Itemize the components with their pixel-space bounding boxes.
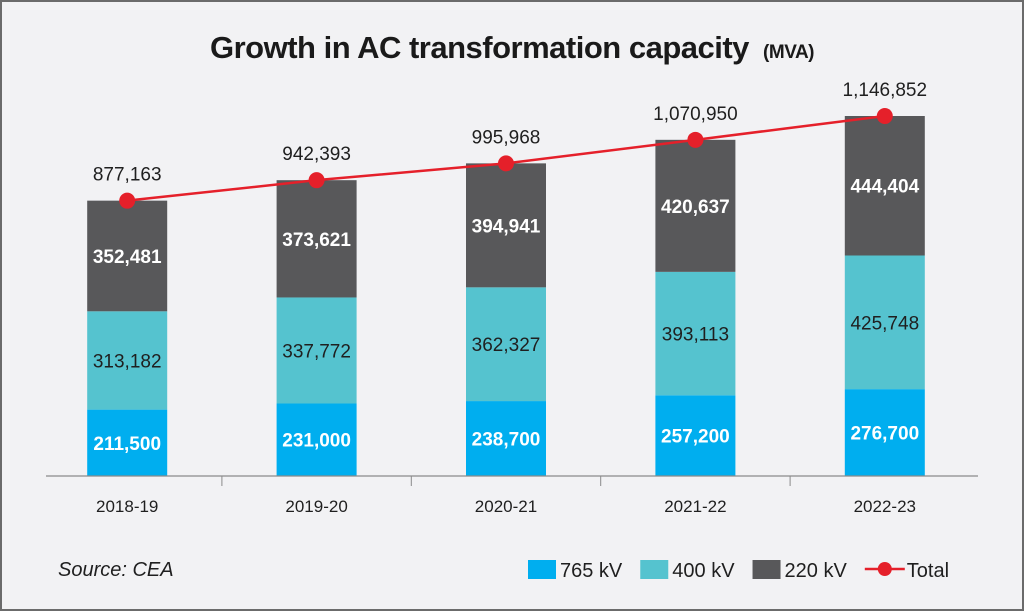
- bar-segment-765kv: [655, 395, 736, 476]
- total-value-label: 942,393: [282, 144, 351, 165]
- x-tick-label: 2022-23: [854, 497, 916, 516]
- source-note: Source: CEA: [58, 559, 174, 581]
- bar-stack-2020-21: [466, 163, 546, 476]
- segment-value-label: 394,941: [472, 216, 541, 237]
- x-tick-label: 2021-22: [664, 497, 726, 516]
- bars-layer: [87, 116, 925, 476]
- legend-label: 400 kV: [672, 560, 735, 582]
- bar-segment-765kv: [466, 401, 546, 476]
- bar-segment-220kv: [655, 139, 736, 272]
- legend-label: 220 kV: [785, 560, 848, 582]
- segment-value-label: 313,182: [93, 351, 162, 372]
- segment-value-label: 420,637: [661, 197, 730, 218]
- bar-segment-765kv: [276, 403, 357, 476]
- bar-segment-400kv: [655, 271, 736, 396]
- total-point: [687, 131, 704, 148]
- bar-stack-2022-23: [844, 116, 925, 476]
- bar-segment-765kv: [87, 409, 168, 476]
- bar-segment-765kv: [844, 389, 925, 476]
- total-value-label: 877,163: [93, 165, 162, 186]
- total-value-label: 1,070,950: [653, 104, 738, 125]
- segment-value-label: 257,200: [661, 427, 730, 448]
- legend-label: Total: [907, 560, 949, 582]
- bar-stack-2018-19: [87, 200, 168, 476]
- total-point: [308, 172, 325, 189]
- bar-stack-2021-22: [655, 139, 736, 476]
- x-tick-label: 2019-20: [285, 497, 347, 516]
- segment-value-label: 276,700: [850, 424, 919, 445]
- segment-value-label: 231,000: [282, 431, 351, 452]
- segment-value-label: 373,621: [282, 230, 351, 251]
- x-tick-label: 2018-19: [96, 497, 158, 516]
- total-value-label: 995,968: [472, 127, 541, 148]
- bar-segment-400kv: [466, 287, 546, 402]
- bar-stack-2019-20: [276, 180, 357, 476]
- segment-value-label: 362,327: [472, 335, 541, 356]
- bar-segment-220kv: [466, 163, 546, 288]
- x-axis: 2018-19 2019-20 2020-21 2021-22 2022-23: [46, 475, 978, 516]
- total-line-layer: 877,163 942,393 995,968 1,070,950 1,146,852: [93, 80, 927, 209]
- total-point: [876, 108, 893, 124]
- total-point: [119, 192, 136, 209]
- segment-value-label: 425,748: [850, 313, 919, 334]
- bar-segment-220kv: [87, 200, 168, 312]
- bar-segment-400kv: [844, 255, 925, 390]
- total-value-label: 1,146,852: [843, 80, 928, 101]
- legend-swatch-765kv: [528, 560, 556, 579]
- chart-title: Growth in AC transformation capacity (MV…: [210, 30, 814, 65]
- legend-swatch-220kv: [752, 560, 781, 579]
- data-labels-layer: 211,500 313,182 352,481 231,000 337,772 373,6…: [93, 177, 920, 455]
- legend-marker-total: [877, 562, 892, 576]
- segment-value-label: 352,481: [93, 247, 162, 268]
- segment-value-label: 393,113: [662, 325, 729, 346]
- legend-swatch-400kv: [640, 560, 669, 579]
- x-tick-label: 2020-21: [475, 497, 537, 516]
- bar-segment-220kv: [276, 180, 357, 298]
- chart-title-unit: (MVA): [763, 42, 814, 63]
- segment-value-label: 337,772: [282, 341, 351, 362]
- legend-label: 765 kV: [560, 560, 623, 582]
- chart-title-main: Growth in AC transformation capacity: [210, 30, 750, 65]
- total-point: [498, 155, 514, 172]
- segment-value-label: 211,500: [93, 434, 161, 455]
- bar-segment-400kv: [276, 297, 357, 404]
- segment-value-label: 444,404: [850, 177, 919, 198]
- bar-segment-220kv: [844, 116, 925, 256]
- bar-segment-400kv: [87, 311, 168, 410]
- legend: 765 kV 400 kV 220 kV Total: [528, 560, 949, 582]
- segment-value-label: 238,700: [472, 430, 541, 451]
